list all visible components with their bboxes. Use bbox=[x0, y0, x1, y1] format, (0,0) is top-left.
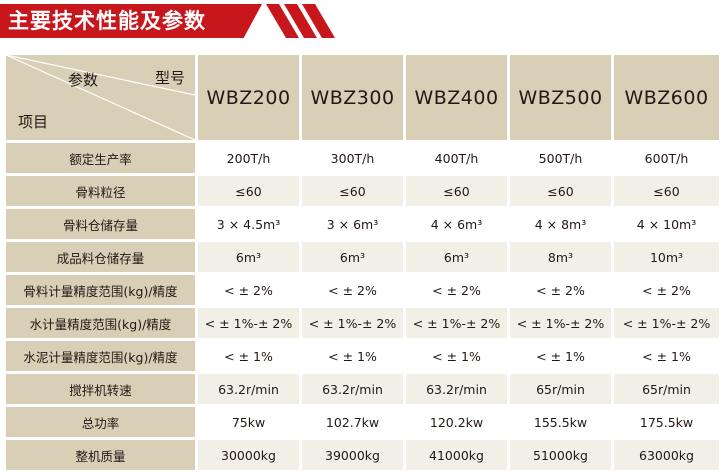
table-cell: 41000kg bbox=[406, 440, 507, 470]
table-cell: < ± 1% bbox=[198, 341, 299, 371]
table-cell: < ± 2% bbox=[510, 275, 611, 305]
table-cell: 155.5kw bbox=[510, 407, 611, 437]
model-header: WBZ200 bbox=[198, 55, 299, 140]
model-header: WBZ400 bbox=[406, 55, 507, 140]
table-cell: < ± 1% bbox=[510, 341, 611, 371]
table-cell: 6m³ bbox=[406, 242, 507, 272]
table-row: 骨料粒径 ≤60 ≤60 ≤60 ≤60 ≤60 bbox=[6, 176, 719, 206]
row-label: 骨料仓储存量 bbox=[6, 209, 195, 239]
table-cell: 4 × 6m³ bbox=[406, 209, 507, 239]
table-cell: < ± 1%-± 2% bbox=[302, 308, 403, 338]
table-row: 总功率 75kw 102.7kw 120.2kw 155.5kw 175.5kw bbox=[6, 407, 719, 437]
table-cell: 200T/h bbox=[198, 143, 299, 173]
table-cell: 300T/h bbox=[302, 143, 403, 173]
table-cell: 120.2kw bbox=[406, 407, 507, 437]
item-label: 项目 bbox=[18, 113, 49, 131]
table-cell: 8m³ bbox=[510, 242, 611, 272]
row-label: 额定生产率 bbox=[6, 143, 195, 173]
row-label: 骨料粒径 bbox=[6, 176, 195, 206]
table-cell: < ± 1% bbox=[614, 341, 719, 371]
table-row: 水计量精度范围(kg)/精度 < ± 1%-± 2% < ± 1%-± 2% <… bbox=[6, 308, 719, 338]
table-cell: < ± 1%-± 2% bbox=[406, 308, 507, 338]
table-cell: 10m³ bbox=[614, 242, 719, 272]
table-cell: 63.2r/min bbox=[198, 374, 299, 404]
table-row: 搅拌机转速 63.2r/min 63.2r/min 63.2r/min 65r/… bbox=[6, 374, 719, 404]
table-cell: 4 × 10m³ bbox=[614, 209, 719, 239]
table-cell: 3 × 4.5m³ bbox=[198, 209, 299, 239]
table-cell: < ± 1% bbox=[302, 341, 403, 371]
table-row: 骨料计量精度范围(kg)/精度 < ± 2% < ± 2% < ± 2% < ±… bbox=[6, 275, 719, 305]
table-row: 成品料仓储存量 6m³ 6m³ 6m³ 8m³ 10m³ bbox=[6, 242, 719, 272]
table-cell: 63.2r/min bbox=[406, 374, 507, 404]
corner-header-cell: 参数 型号 项目 bbox=[6, 55, 195, 140]
table-cell: < ± 1%-± 2% bbox=[510, 308, 611, 338]
table-cell: 65r/min bbox=[510, 374, 611, 404]
table-cell: < ± 1%-± 2% bbox=[198, 308, 299, 338]
row-label: 搅拌机转速 bbox=[6, 374, 195, 404]
table-row: 整机质量 30000kg 39000kg 41000kg 51000kg 630… bbox=[6, 440, 719, 470]
table-cell: ≤60 bbox=[302, 176, 403, 206]
table-cell: < ± 2% bbox=[302, 275, 403, 305]
table-cell: 4 × 8m³ bbox=[510, 209, 611, 239]
table-row: 水泥计量精度范围(kg)/精度 < ± 1% < ± 1% < ± 1% < ±… bbox=[6, 341, 719, 371]
diagonal-lines bbox=[6, 55, 195, 140]
table-cell: ≤60 bbox=[406, 176, 507, 206]
model-header: WBZ300 bbox=[302, 55, 403, 140]
table-cell: 3 × 6m³ bbox=[302, 209, 403, 239]
banner-background bbox=[0, 4, 262, 38]
row-label: 总功率 bbox=[6, 407, 195, 437]
table-cell: 30000kg bbox=[198, 440, 299, 470]
row-label: 成品料仓储存量 bbox=[6, 242, 195, 272]
table-cell: < ± 2% bbox=[198, 275, 299, 305]
table-cell: 63000kg bbox=[614, 440, 719, 470]
table-cell: ≤60 bbox=[198, 176, 299, 206]
table-cell: < ± 1% bbox=[406, 341, 507, 371]
table-cell: < ± 1%-± 2% bbox=[614, 308, 719, 338]
row-label: 骨料计量精度范围(kg)/精度 bbox=[6, 275, 195, 305]
table-cell: 6m³ bbox=[302, 242, 403, 272]
table-cell: 600T/h bbox=[614, 143, 719, 173]
model-header: WBZ500 bbox=[510, 55, 611, 140]
row-label: 水泥计量精度范围(kg)/精度 bbox=[6, 341, 195, 371]
param-label: 参数 bbox=[68, 71, 99, 89]
model-label: 型号 bbox=[154, 69, 185, 87]
table-cell: 39000kg bbox=[302, 440, 403, 470]
table-cell: < ± 2% bbox=[614, 275, 719, 305]
header-row: 参数 型号 项目 WBZ200 WBZ300 WBZ400 WBZ500 WBZ… bbox=[6, 55, 719, 140]
table-cell: 51000kg bbox=[510, 440, 611, 470]
table-cell: 75kw bbox=[198, 407, 299, 437]
banner-stripes-decoration bbox=[266, 4, 335, 38]
section-banner: 主要技术性能及参数 bbox=[0, 0, 725, 42]
spec-table: 参数 型号 项目 WBZ200 WBZ300 WBZ400 WBZ500 WBZ… bbox=[3, 52, 722, 473]
table-cell: 400T/h bbox=[406, 143, 507, 173]
row-label: 水计量精度范围(kg)/精度 bbox=[6, 308, 195, 338]
table-cell: ≤60 bbox=[614, 176, 719, 206]
table-cell: ≤60 bbox=[510, 176, 611, 206]
table-cell: < ± 2% bbox=[406, 275, 507, 305]
table-cell: 500T/h bbox=[510, 143, 611, 173]
table-cell: 6m³ bbox=[198, 242, 299, 272]
row-label: 整机质量 bbox=[6, 440, 195, 470]
model-header: WBZ600 bbox=[614, 55, 719, 140]
table-cell: 175.5kw bbox=[614, 407, 719, 437]
table-cell: 102.7kw bbox=[302, 407, 403, 437]
table-cell: 65r/min bbox=[614, 374, 719, 404]
section-title: 主要技术性能及参数 bbox=[8, 9, 206, 33]
table-row: 骨料仓储存量 3 × 4.5m³ 3 × 6m³ 4 × 6m³ 4 × 8m³… bbox=[6, 209, 719, 239]
table-cell: 63.2r/min bbox=[302, 374, 403, 404]
table-row: 额定生产率 200T/h 300T/h 400T/h 500T/h 600T/h bbox=[6, 143, 719, 173]
